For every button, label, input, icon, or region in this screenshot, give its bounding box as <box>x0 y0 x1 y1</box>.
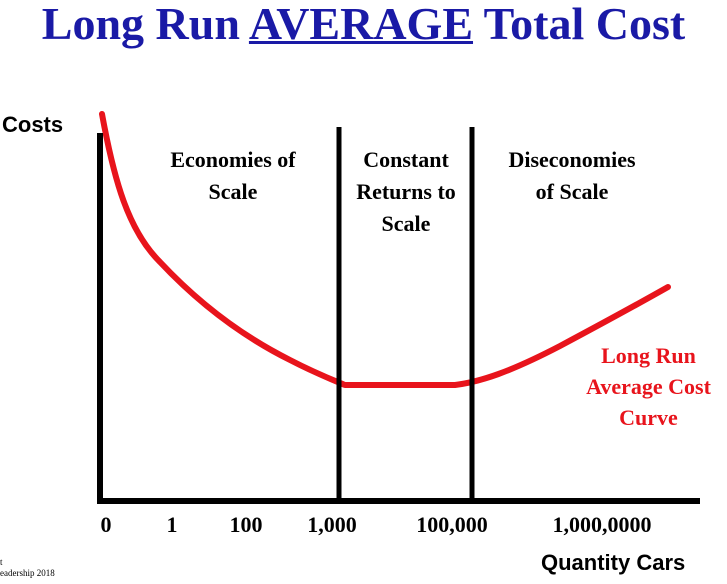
curve-label-line: Long Run <box>601 343 696 368</box>
region-label-line: Scale <box>208 179 258 204</box>
chart-title: Long Run AVERAGE Total Cost <box>0 0 727 48</box>
region-label-line: Economies of <box>170 147 296 172</box>
x-tick-label: 1,000 <box>307 512 357 537</box>
region-economies-label: Economies of Scale <box>150 144 316 208</box>
x-tick-label: 1,000,0000 <box>552 512 652 537</box>
curve-legend-label: Long Run Average Cost Curve <box>570 340 727 433</box>
x-tick-label: 100,000 <box>416 512 488 537</box>
region-label-line: Returns to <box>356 179 456 204</box>
y-axis-label: Costs <box>2 112 64 137</box>
x-axis-label: Quantity Cars <box>541 550 686 575</box>
title-suffix: Total Cost <box>473 0 686 49</box>
footer-line: t <box>0 557 3 567</box>
x-tick-label: 1 <box>166 512 178 537</box>
footer-line: eadership 2018 <box>0 568 55 578</box>
region-constant-label: Constant Returns to Scale <box>341 144 471 240</box>
region-label-line: of Scale <box>535 179 609 204</box>
x-tick-label: 0 <box>100 512 112 537</box>
lrac-curve-line <box>99 111 671 388</box>
region-diseconomies-label: Diseconomies of Scale <box>484 144 660 208</box>
title-emphasis: AVERAGE <box>248 0 474 49</box>
region-label-line: Diseconomies <box>508 147 636 172</box>
x-tick-label: 100 <box>229 512 263 537</box>
curve-label-line: Average Cost <box>586 374 711 399</box>
title-prefix: Long Run <box>41 0 249 49</box>
footer-text: t eadership 2018 <box>0 557 55 579</box>
curve-label-line: Curve <box>619 405 678 430</box>
region-label-line: Scale <box>381 211 431 236</box>
region-label-line: Constant <box>363 147 449 172</box>
